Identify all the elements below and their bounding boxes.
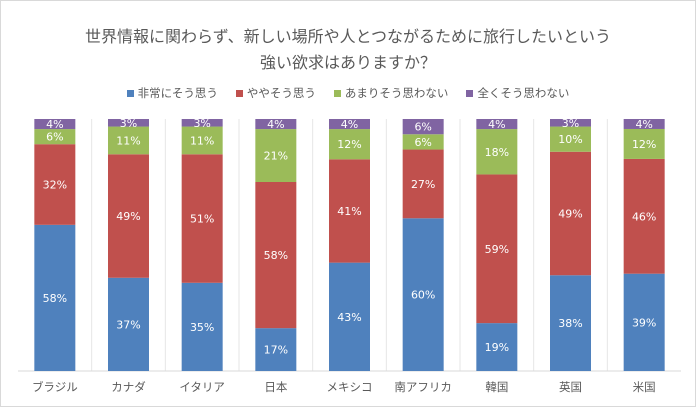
legend-label: 全くそう思わない bbox=[477, 86, 570, 100]
category-label: 韓国 bbox=[485, 380, 508, 394]
bar-segment bbox=[623, 273, 665, 371]
legend-label: あまりそう思わない bbox=[344, 86, 449, 100]
data-label: 3% bbox=[562, 117, 579, 130]
data-label: 10% bbox=[558, 133, 582, 146]
chart-title-line-2: 強い欲求はありますか？ bbox=[259, 53, 436, 72]
data-label: 6% bbox=[414, 136, 431, 149]
bar-segment bbox=[402, 134, 444, 150]
data-label: 32% bbox=[43, 179, 67, 192]
legend-swatch bbox=[126, 90, 134, 97]
bar-segment bbox=[623, 128, 665, 159]
data-label: 49% bbox=[558, 208, 582, 221]
bar-segment bbox=[550, 126, 591, 152]
legend-item: 全くそう思わない bbox=[466, 85, 569, 101]
data-label: 39% bbox=[632, 316, 656, 329]
bar-segment bbox=[181, 282, 223, 371]
data-label: 12% bbox=[337, 138, 361, 151]
data-label: 3% bbox=[120, 117, 137, 130]
bar-segment bbox=[255, 119, 297, 130]
data-label: 46% bbox=[632, 210, 656, 223]
data-label: 43% bbox=[337, 311, 361, 324]
category-label: 英国 bbox=[559, 380, 582, 394]
data-label: 27% bbox=[411, 178, 435, 191]
legend-item: あまりそう思わない bbox=[333, 85, 449, 101]
data-label: 21% bbox=[264, 150, 288, 163]
data-label: 51% bbox=[190, 213, 214, 226]
chart-title-line-1: 世界情報に関わらず、新しい場所や人とつながるために旅行したいという bbox=[85, 27, 611, 46]
category-label: カナダ bbox=[111, 380, 146, 394]
bar-segment bbox=[255, 182, 297, 329]
bar-segment bbox=[402, 149, 444, 219]
bar-segment bbox=[550, 275, 591, 371]
bar-segment bbox=[108, 154, 149, 278]
bar-segment bbox=[550, 119, 591, 127]
bar-segment bbox=[476, 129, 518, 175]
data-label: 11% bbox=[190, 134, 214, 147]
data-label: 4% bbox=[488, 118, 505, 131]
legend-item: ややそう思う bbox=[235, 85, 316, 101]
category-label: 日本 bbox=[264, 380, 287, 394]
legend-label: 非常にそう思う bbox=[137, 86, 218, 100]
bar-segment bbox=[181, 126, 223, 155]
data-label: 49% bbox=[116, 210, 140, 223]
data-label: 3% bbox=[193, 117, 210, 130]
bar-segment bbox=[402, 218, 444, 371]
legend-swatch bbox=[235, 90, 243, 97]
category-label: ブラジル bbox=[32, 380, 78, 394]
data-label: 58% bbox=[43, 292, 67, 305]
bar-segment bbox=[108, 277, 149, 371]
bar-segment bbox=[181, 119, 223, 127]
bar-segment bbox=[108, 126, 149, 155]
bar-segment bbox=[329, 159, 370, 263]
data-label: 19% bbox=[485, 341, 509, 354]
bar-segment bbox=[34, 119, 76, 130]
data-label: 6% bbox=[414, 121, 431, 134]
data-label: 11% bbox=[116, 134, 140, 147]
bar-segment bbox=[34, 129, 76, 145]
bar-segment bbox=[329, 262, 370, 371]
data-label: 4% bbox=[46, 118, 63, 131]
data-label: 37% bbox=[116, 318, 140, 331]
bar-segment bbox=[623, 158, 665, 274]
data-label: 35% bbox=[190, 321, 214, 334]
category-label: イタリア bbox=[179, 380, 225, 394]
category-label: メキシコ bbox=[327, 380, 373, 394]
data-label: 4% bbox=[341, 118, 358, 131]
bar-segment bbox=[623, 119, 665, 129]
data-label: 38% bbox=[558, 317, 582, 330]
bar-segment bbox=[476, 174, 518, 324]
data-label: 18% bbox=[485, 146, 509, 159]
bar-segment bbox=[34, 224, 76, 371]
legend-swatch bbox=[333, 90, 341, 97]
data-label: 17% bbox=[264, 344, 288, 357]
bar-segment bbox=[255, 328, 297, 371]
data-label: 59% bbox=[485, 243, 509, 256]
category-label: 南アフリカ bbox=[394, 380, 452, 394]
legend-item: 非常にそう思う bbox=[126, 85, 218, 101]
bar-segment bbox=[329, 119, 370, 130]
legend: 非常にそう思う ややそう思う あまりそう思わない 全くそう思わない bbox=[1, 85, 695, 101]
legend-swatch bbox=[466, 90, 474, 97]
data-label: 4% bbox=[635, 118, 652, 131]
bar-segment bbox=[550, 151, 591, 276]
bar-segment bbox=[402, 119, 444, 135]
data-label: 58% bbox=[264, 249, 288, 262]
data-label: 4% bbox=[267, 118, 284, 131]
data-label: 60% bbox=[411, 289, 435, 302]
category-label: 米国 bbox=[633, 380, 656, 394]
bar-segment bbox=[476, 323, 518, 371]
data-label: 12% bbox=[632, 138, 656, 151]
bar-segment bbox=[329, 129, 370, 160]
bar-segment bbox=[476, 119, 518, 130]
bar-segment bbox=[108, 119, 149, 127]
bar-segment bbox=[34, 144, 76, 225]
bar-segment bbox=[255, 129, 297, 182]
data-label: 41% bbox=[337, 205, 361, 218]
data-label: 6% bbox=[46, 131, 63, 144]
bar-segment bbox=[181, 154, 223, 283]
legend-label: ややそう思う bbox=[246, 86, 316, 100]
